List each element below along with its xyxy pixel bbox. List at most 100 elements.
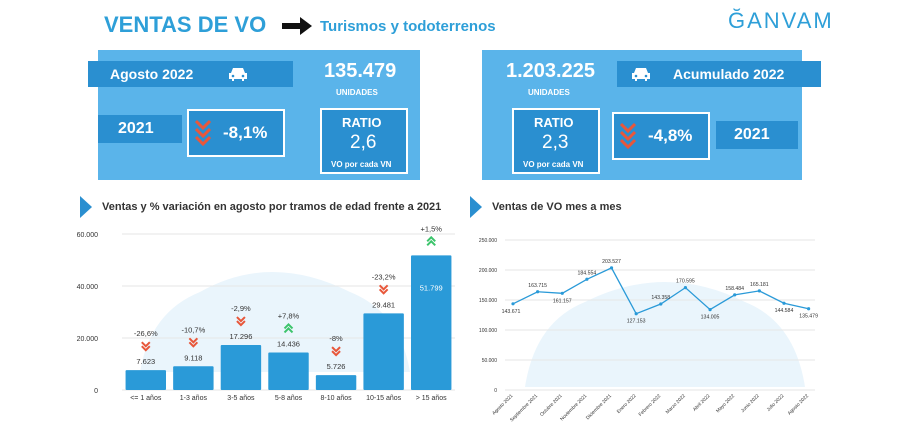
car-silhouette: [140, 272, 410, 372]
left-variation-text: -8,1%: [223, 123, 268, 142]
x-tick-label: 5-8 años: [275, 395, 303, 402]
data-point: [634, 312, 638, 316]
chevron: [283, 323, 294, 330]
bar: [125, 370, 167, 390]
down-chevrons-icon: [188, 337, 199, 348]
variation-label: -2,9%: [231, 304, 251, 313]
data-point: [708, 307, 712, 312]
data-label: 163.715: [528, 283, 547, 289]
car-icon: [632, 68, 650, 81]
bar-value-label: 29.481: [372, 300, 395, 309]
right-units-value: 1.203.225: [506, 60, 595, 82]
bar-value-label: 9.118: [184, 353, 202, 362]
left-variation-box: -8,1%: [187, 109, 285, 157]
down-chevrons-icon: [620, 122, 636, 150]
chevron: [141, 341, 151, 348]
chevron: [236, 316, 246, 323]
bar-value-label: 14.436: [277, 339, 300, 348]
bar: [410, 255, 452, 390]
y-tick-label: 0: [494, 388, 497, 394]
data-label: 158.484: [725, 286, 744, 292]
chevron: [188, 341, 199, 348]
chevron: [188, 337, 199, 344]
x-tick-label: Enero 2022: [616, 393, 638, 415]
down-chevrons-icon: [195, 119, 211, 147]
bar-section-marker: [80, 196, 92, 218]
data-point: [757, 289, 761, 293]
data-point: [585, 277, 589, 281]
variation-label: -26,6%: [134, 329, 158, 338]
bar-value-label: 17.296: [229, 332, 252, 341]
bar: [268, 352, 309, 390]
x-tick-label: Octubre 2021: [539, 393, 564, 418]
left-ratio-caption: VO por cada VN: [331, 160, 392, 169]
left-units-value: 135.479: [324, 60, 397, 82]
right-variation-box: -4,8%: [612, 112, 710, 160]
x-tick-label: Agosto 2021: [491, 393, 515, 417]
x-tick-label: Febrero 2022: [638, 393, 663, 418]
down-chevrons-icon: [236, 316, 246, 327]
chevron: [378, 284, 389, 291]
right-ratio-caption: VO por cada VN: [523, 160, 584, 169]
y-tick-label: 200.000: [479, 268, 497, 274]
left-ratio-box: RATIO 2,6 VO por cada VN: [320, 108, 408, 174]
data-label: 170.595: [676, 279, 695, 285]
x-tick-label: <= 1 años: [130, 395, 162, 402]
data-label: 184.554: [578, 270, 597, 276]
right-units-label: UNIDADES: [528, 88, 570, 97]
arrow-right-icon: [282, 17, 312, 35]
data-point: [659, 302, 663, 306]
bar-value-label: 5.726: [327, 362, 346, 371]
y-tick-label: 100.000: [479, 328, 497, 334]
chevron: [331, 350, 341, 357]
data-label: 203.527: [602, 259, 621, 265]
right-year-box: 2021: [716, 121, 798, 149]
left-ratio-label: RATIO: [342, 115, 382, 130]
variation-label: -23,2%: [372, 272, 396, 281]
data-point: [683, 286, 688, 290]
variation-label: -8%: [329, 334, 343, 343]
variation-label: +7,8%: [278, 311, 300, 320]
x-tick-label: Agosto 2022: [787, 393, 811, 417]
bar: [363, 313, 404, 390]
left-year-box: 2021: [98, 115, 182, 143]
y-tick-label: 0: [94, 388, 98, 395]
y-tick-label: 150.000: [479, 298, 497, 304]
left-period-text: Agosto 2022: [110, 66, 194, 82]
left-period-label: Agosto 2022: [88, 61, 293, 87]
chevron: [331, 346, 341, 353]
bar-value-label: 51.799: [420, 283, 443, 292]
data-label: 143.358: [651, 295, 670, 301]
up-chevrons-icon: [426, 235, 436, 247]
data-label: 161.157: [553, 298, 572, 304]
bar: [173, 366, 214, 390]
variation-label: +1,5%: [420, 224, 442, 233]
x-tick-label: Mayo 2022: [715, 393, 736, 414]
x-tick-label: 1-3 años: [180, 395, 208, 402]
line-section-marker: [470, 196, 482, 218]
y-tick-label: 40.000: [77, 284, 99, 291]
line-chart: 0 50.000 100.000 150.000 200.000 250.000 143.6…: [479, 238, 818, 423]
car-icon: [229, 68, 247, 81]
left-units-label: UNIDADES: [336, 88, 378, 97]
data-point: [511, 302, 515, 306]
down-chevrons-icon: [331, 346, 341, 357]
x-tick-label: 10-15 años: [366, 395, 402, 402]
data-label: 127.153: [627, 319, 646, 325]
car-silhouette: [525, 282, 805, 387]
data-label: 135.479: [799, 314, 818, 320]
chevron: [236, 320, 246, 327]
right-ratio-value: 2,3: [542, 132, 569, 153]
down-chevrons-icon: [141, 341, 151, 352]
bar-value-label: 7.623: [136, 357, 155, 366]
chevron: [426, 235, 436, 243]
x-tick-label: Diciembre 2021: [585, 393, 613, 421]
right-variation-text: -4,8%: [648, 126, 693, 145]
right-year-text: 2021: [734, 126, 770, 143]
x-tick-label: > 15 años: [416, 395, 447, 402]
data-label: 134.005: [701, 315, 720, 321]
chevron: [426, 239, 436, 247]
right-ratio-label: RATIO: [534, 115, 574, 130]
line-chart-title: Ventas de VO mes a mes: [492, 201, 622, 213]
x-tick-label: Julio 2022: [766, 393, 786, 413]
